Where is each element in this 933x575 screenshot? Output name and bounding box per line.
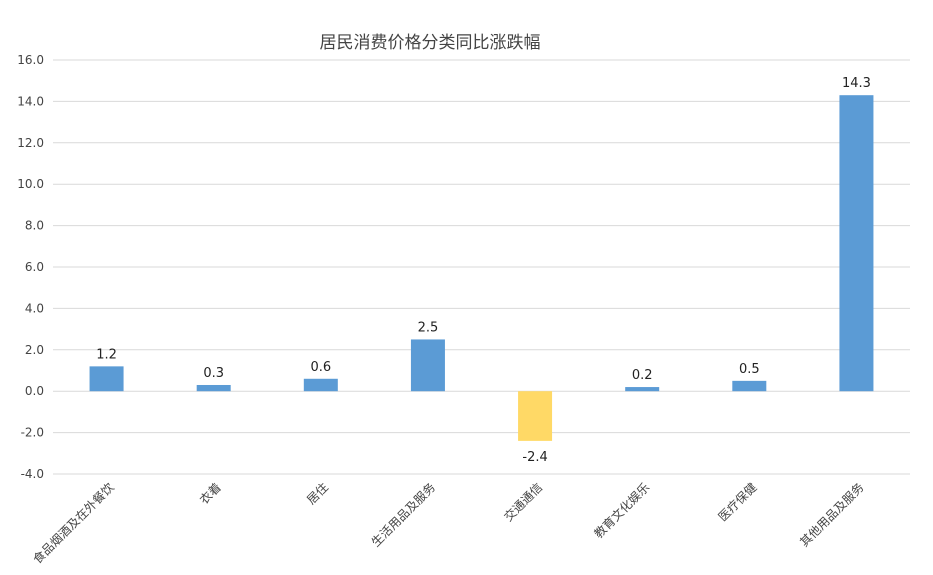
x-tick-label: 食品烟酒及在外餐饮 bbox=[30, 480, 117, 567]
x-tick-label: 居住 bbox=[304, 480, 331, 507]
y-tick-label: -4.0 bbox=[21, 467, 44, 481]
y-tick-label: 6.0 bbox=[25, 260, 44, 274]
chart-title: 居民消费价格分类同比涨跌幅 bbox=[320, 33, 541, 53]
data-labels: 1.2 0.3 0.6 2.5 -2.4 0.2 0.5 14.3 bbox=[96, 76, 871, 465]
y-tick-label: 16.0 bbox=[17, 53, 44, 67]
bar bbox=[518, 391, 553, 441]
data-label: 2.5 bbox=[418, 320, 439, 335]
y-tick-label: 4.0 bbox=[25, 301, 44, 315]
bar bbox=[732, 380, 767, 392]
bar bbox=[89, 366, 124, 392]
x-tick-label: 教育文化娱乐 bbox=[591, 480, 653, 542]
x-tick-label: 其他用品及服务 bbox=[797, 480, 867, 550]
bar bbox=[839, 95, 874, 392]
data-label: 0.3 bbox=[203, 366, 224, 381]
bar bbox=[625, 387, 660, 392]
x-tick-label: 衣着 bbox=[196, 480, 224, 508]
x-tick-label: 生活用品及服务 bbox=[368, 480, 438, 550]
y-tick-label: -2.0 bbox=[21, 426, 44, 440]
data-label: 0.6 bbox=[310, 360, 331, 375]
data-label: -2.4 bbox=[522, 450, 547, 465]
y-tick-label: 0.0 bbox=[25, 384, 44, 398]
x-tick-label: 医疗保健 bbox=[716, 480, 760, 524]
y-tick-label: 10.0 bbox=[17, 177, 44, 191]
bars bbox=[89, 95, 874, 441]
data-label: 1.2 bbox=[96, 347, 117, 362]
y-tick-label: 2.0 bbox=[25, 343, 44, 357]
y-tick-label: 14.0 bbox=[17, 94, 44, 108]
data-label: 14.3 bbox=[842, 76, 871, 91]
data-label: 0.5 bbox=[739, 362, 760, 377]
gridlines bbox=[53, 59, 910, 475]
bar bbox=[303, 378, 338, 392]
bar bbox=[410, 339, 445, 392]
x-axis-ticks: 食品烟酒及在外餐饮 衣着 居住 生活用品及服务 交通通信 教育文化娱乐 医疗保健 其他用品及服… bbox=[30, 480, 867, 567]
y-tick-label: 12.0 bbox=[17, 136, 44, 150]
y-axis-ticks: 16.0 14.0 12.0 10.0 8.0 6.0 4.0 2.0 0.0 -2.0 -4.0 bbox=[17, 53, 44, 481]
y-tick-label: 8.0 bbox=[25, 219, 44, 233]
x-tick-label: 交通通信 bbox=[501, 480, 546, 525]
data-label: 0.2 bbox=[632, 368, 653, 383]
bar bbox=[196, 384, 231, 392]
